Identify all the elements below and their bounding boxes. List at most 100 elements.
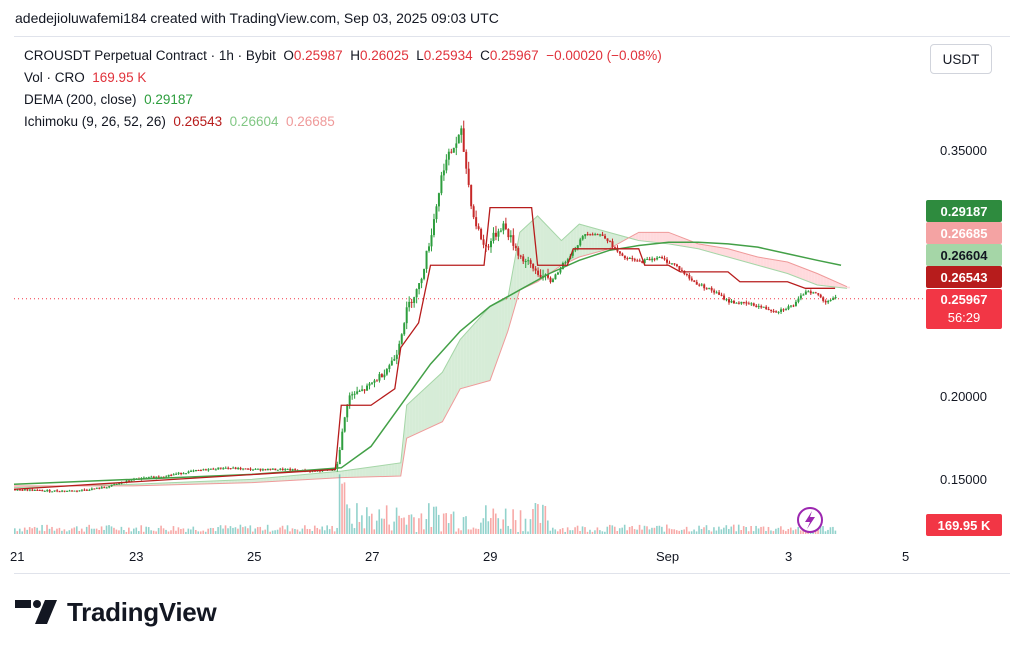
- candle-body: [762, 306, 765, 308]
- volume-bar: [685, 526, 688, 534]
- legend-volume-row[interactable]: Vol · CRO 169.95 K: [24, 70, 146, 85]
- candle-body: [673, 263, 676, 265]
- candle-body: [428, 246, 431, 251]
- candle-body: [75, 490, 78, 492]
- ichimoku-cloud-segment: [183, 482, 187, 485]
- volume-bar: [160, 525, 162, 534]
- legend-ichimoku-row[interactable]: Ichimoku (9, 26, 52, 26) 0.26543 0.26604…: [24, 114, 335, 129]
- low-label: L: [416, 48, 424, 63]
- ichimoku-cloud-segment: [555, 234, 559, 270]
- ichimoku-cloud-segment: [525, 224, 529, 288]
- ichimoku-cloud-segment: [674, 234, 678, 246]
- candle-body: [204, 469, 207, 471]
- lightning-icon[interactable]: [797, 507, 823, 533]
- volume-bar: [38, 530, 41, 534]
- candle-body: [767, 309, 770, 311]
- volume-bar: [656, 525, 658, 534]
- volume-bar: [514, 520, 517, 534]
- candle-body: [105, 487, 108, 489]
- candle-body: [162, 476, 165, 478]
- candle-body: [177, 472, 180, 474]
- volume-bar: [229, 526, 232, 534]
- volume-bar: [199, 531, 202, 534]
- candle-body: [829, 299, 832, 301]
- candle-body: [824, 300, 827, 303]
- volume-bar: [93, 528, 95, 534]
- span-a-price-tag: 0.26604: [926, 244, 1002, 266]
- ichimoku-cloud-segment: [751, 255, 755, 265]
- candle-body: [728, 299, 730, 303]
- y-tick-label: 0.15000: [940, 472, 987, 487]
- volume-bar: [509, 528, 512, 534]
- candle-body: [338, 449, 341, 465]
- ichimoku-cloud-segment: [653, 232, 657, 243]
- volume-bar: [517, 531, 519, 534]
- volume-bar: [745, 527, 747, 534]
- ichimoku-cloud-segment: [466, 329, 470, 388]
- volume-bar: [785, 531, 787, 534]
- candle-body: [822, 297, 825, 301]
- volume-bar: [75, 526, 78, 534]
- ichimoku-cloud-segment: [198, 481, 202, 485]
- ichimoku-cloud-segment: [769, 259, 773, 270]
- volume-bar: [507, 525, 509, 534]
- attribution-text: adedejioluwafemi184 created with Trading…: [15, 10, 499, 26]
- volume-bar: [678, 530, 681, 534]
- candle-body: [447, 151, 450, 160]
- candle-body: [455, 143, 458, 148]
- ichimoku-cloud-segment: [695, 242, 699, 249]
- volume-bar: [549, 530, 552, 534]
- candle-body: [819, 294, 822, 298]
- volume-bar: [718, 526, 720, 534]
- candle-body: [782, 309, 785, 311]
- volume-bar: [762, 526, 765, 534]
- dema-line: [13, 241, 842, 486]
- ichimoku-cloud-segment: [353, 469, 357, 478]
- ichimoku-cloud-segment: [195, 481, 199, 485]
- candle-body: [445, 159, 448, 171]
- symbol-label[interactable]: CROUSDT Perpetual Contract · 1h · Bybit: [24, 48, 276, 63]
- ichimoku-cloud-segment: [614, 233, 618, 246]
- candle-body: [760, 306, 763, 308]
- volume-bar: [504, 508, 507, 534]
- ichimoku-cloud-segment: [748, 254, 752, 264]
- ichimoku-cloud-segment: [368, 466, 371, 477]
- volume-bar: [323, 530, 326, 534]
- ichimoku-cloud-segment: [668, 232, 672, 245]
- volume-bar: [775, 528, 777, 534]
- volume-bar: [814, 530, 817, 534]
- legend-dema-row[interactable]: DEMA (200, close) 0.29187: [24, 92, 193, 107]
- candle-body: [180, 472, 183, 474]
- ichimoku-cloud-segment: [469, 326, 473, 387]
- volume-bar: [53, 530, 56, 534]
- candle-body: [194, 470, 197, 472]
- currency-button[interactable]: USDT: [930, 44, 992, 74]
- candle-body: [423, 268, 426, 279]
- volume-bar: [113, 527, 115, 534]
- volume-bar: [827, 529, 829, 534]
- volume-bar: [185, 531, 187, 534]
- volume-bar: [410, 514, 413, 534]
- candle-body: [745, 302, 748, 304]
- brand-logo[interactable]: TradingView: [15, 596, 217, 628]
- ichimoku-cloud-segment: [546, 225, 550, 276]
- volume-bar: [276, 529, 279, 534]
- volume-bar: [338, 474, 341, 534]
- volume-bar: [604, 531, 606, 534]
- candle-body: [787, 306, 790, 310]
- volume-bar: [413, 517, 415, 534]
- candle-body: [708, 287, 711, 289]
- volume-bar: [698, 525, 700, 534]
- candle-body: [574, 248, 577, 251]
- volume-bar: [648, 529, 651, 534]
- volume-bar: [254, 528, 257, 534]
- candle-body: [599, 234, 602, 236]
- candle-body: [425, 250, 428, 269]
- volume-bar: [259, 526, 262, 534]
- volume-bar: [777, 527, 780, 534]
- candle-body: [383, 374, 386, 378]
- volume-bar: [613, 526, 616, 534]
- volume-bar: [680, 529, 683, 534]
- candle-body: [470, 184, 473, 207]
